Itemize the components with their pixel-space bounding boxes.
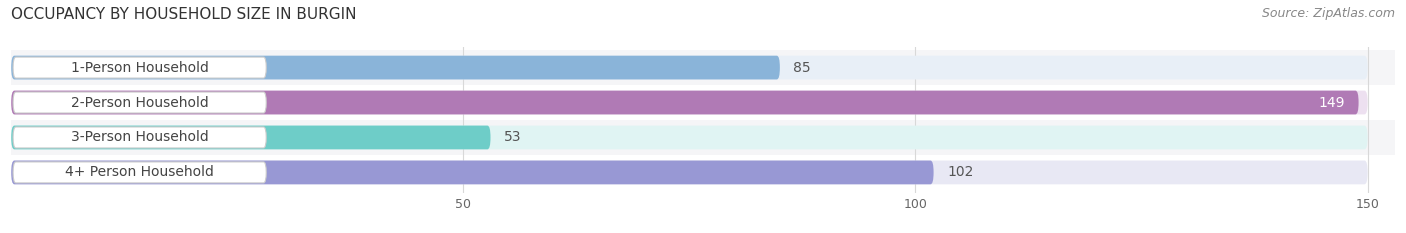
Bar bbox=[11, 50, 1395, 85]
FancyBboxPatch shape bbox=[13, 162, 266, 183]
FancyBboxPatch shape bbox=[11, 161, 934, 184]
FancyBboxPatch shape bbox=[13, 92, 266, 113]
FancyBboxPatch shape bbox=[11, 126, 1368, 149]
Text: 53: 53 bbox=[505, 130, 522, 144]
Text: 102: 102 bbox=[948, 165, 973, 179]
FancyBboxPatch shape bbox=[13, 57, 266, 78]
FancyBboxPatch shape bbox=[11, 91, 1368, 114]
FancyBboxPatch shape bbox=[11, 126, 491, 149]
FancyBboxPatch shape bbox=[11, 56, 780, 79]
FancyBboxPatch shape bbox=[13, 127, 266, 148]
Text: Source: ZipAtlas.com: Source: ZipAtlas.com bbox=[1261, 7, 1395, 20]
Text: OCCUPANCY BY HOUSEHOLD SIZE IN BURGIN: OCCUPANCY BY HOUSEHOLD SIZE IN BURGIN bbox=[11, 7, 357, 22]
Text: 4+ Person Household: 4+ Person Household bbox=[65, 165, 214, 179]
Text: 85: 85 bbox=[793, 61, 811, 75]
Text: 2-Person Household: 2-Person Household bbox=[70, 96, 208, 110]
Bar bbox=[11, 120, 1395, 155]
Bar bbox=[11, 155, 1395, 190]
Bar bbox=[11, 85, 1395, 120]
FancyBboxPatch shape bbox=[11, 161, 1368, 184]
Text: 1-Person Household: 1-Person Household bbox=[70, 61, 208, 75]
Text: 3-Person Household: 3-Person Household bbox=[70, 130, 208, 144]
FancyBboxPatch shape bbox=[11, 56, 1368, 79]
FancyBboxPatch shape bbox=[11, 91, 1358, 114]
Text: 149: 149 bbox=[1319, 96, 1346, 110]
